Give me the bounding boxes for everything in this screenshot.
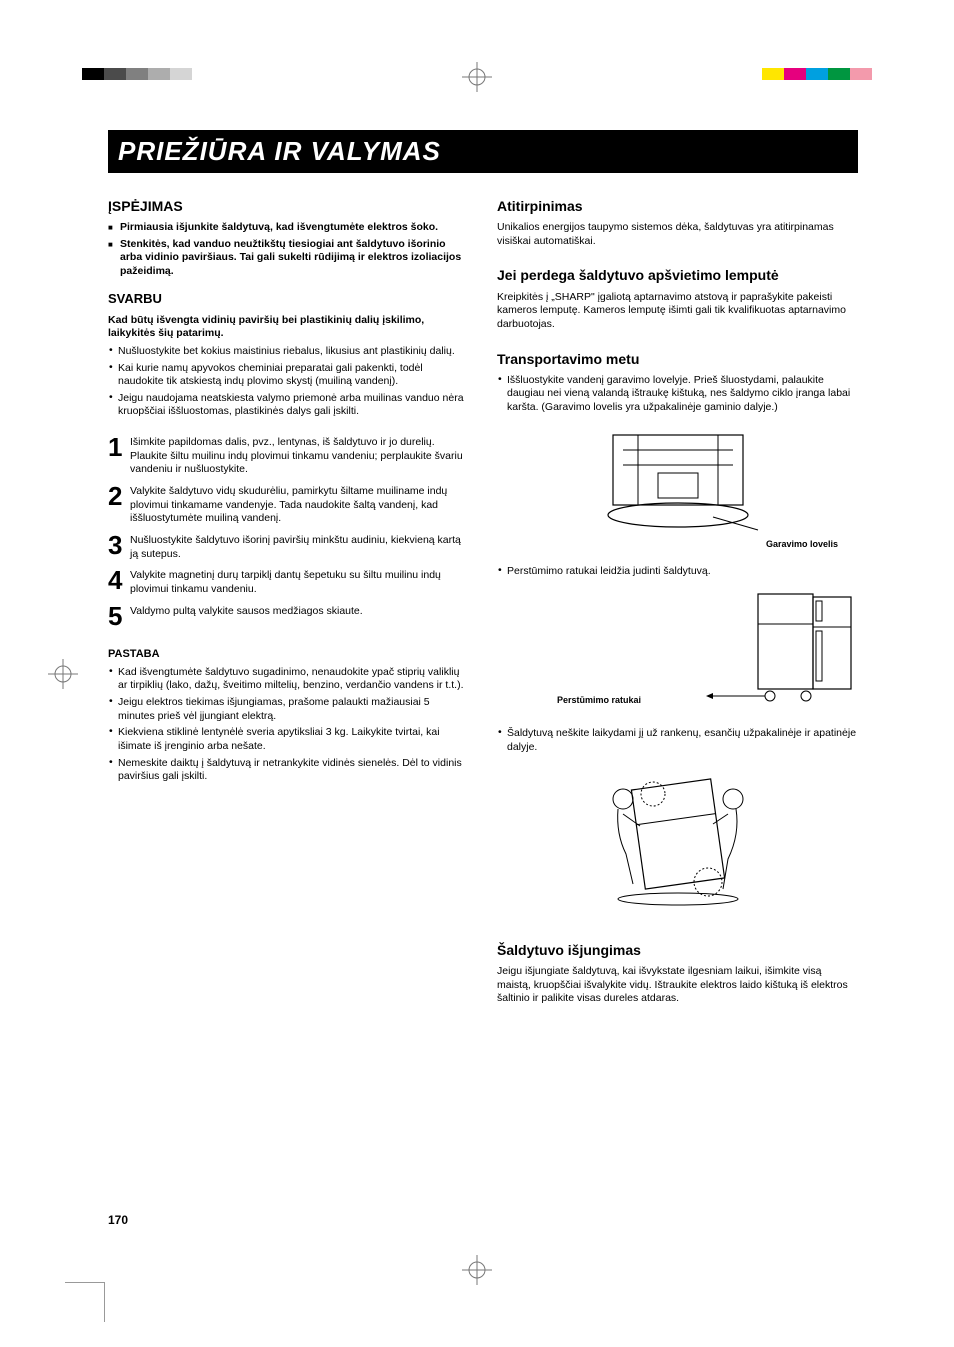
- transport-list: Perstūmimo ratukai leidžia judinti šaldy…: [497, 565, 858, 579]
- step-text: Valykite šaldytuvo vidų skudurėliu, pami…: [130, 483, 469, 526]
- step-number: 4: [108, 567, 130, 596]
- transport-list: Šaldytuvą neškite laikydami jį už ranken…: [497, 727, 858, 754]
- color-sq: [784, 68, 806, 80]
- warning-heading: ĮSPĖJIMAS: [108, 197, 469, 215]
- figure-label: Garavimo lovelis: [497, 539, 858, 551]
- note-item: Nemeskite daiktų į šaldytuvą ir netranky…: [108, 757, 469, 784]
- color-sq: [148, 68, 170, 80]
- warning-item: Stenkitės, kad vanduo neužtikštų tiesiog…: [108, 238, 469, 279]
- step-text: Išimkite papildomas dalis, pvz., lentyna…: [130, 434, 469, 477]
- registration-mark-icon: [462, 62, 492, 92]
- casters-figure: Perstūmimo ratukai: [497, 589, 858, 707]
- step-item: 2Valykite šaldytuvo vidų skudurėliu, pam…: [108, 483, 469, 526]
- warning-item: Pirmiausia išjunkite šaldytuvą, kad išve…: [108, 221, 469, 235]
- left-color-bar: [82, 68, 192, 80]
- step-item: 4Valykite magnetinį durų tarpiklį dantų …: [108, 567, 469, 596]
- step-number: 3: [108, 532, 130, 561]
- step-item: 3Nušluostykite šaldytuvo išorinį pavirši…: [108, 532, 469, 561]
- defrost-heading: Atitirpinimas: [497, 197, 858, 215]
- defrost-text: Unikalios energijos taupymo sistemos dėk…: [497, 221, 858, 248]
- transport-item: Iššluostykite vandenį garavimo lovelyje.…: [497, 374, 858, 415]
- switchoff-text: Jeigu išjungiate šaldytuvą, kai išvyksta…: [497, 965, 858, 1006]
- carry-figure: [497, 764, 858, 919]
- note-item: Kad išvengtumėte šaldytuvo sugadinimo, n…: [108, 666, 469, 693]
- color-sq: [762, 68, 784, 80]
- important-item: Kai kurie namų apyvokos cheminiai prepar…: [108, 362, 469, 389]
- step-text: Nušluostykite šaldytuvo išorinį paviršių…: [130, 532, 469, 561]
- color-sq: [126, 68, 148, 80]
- step-item: 5Valdymo pultą valykite sausos medžiagos…: [108, 603, 469, 629]
- lamp-heading: Jei perdega šaldytuvo apšvietimo lemputė: [497, 266, 858, 284]
- color-sq: [104, 68, 126, 80]
- transport-heading: Transportavimo metu: [497, 350, 858, 368]
- important-item: Nušluostykite bet kokius maistinius rieb…: [108, 345, 469, 359]
- transport-item: Perstūmimo ratukai leidžia judinti šaldy…: [497, 565, 858, 579]
- color-sq: [806, 68, 828, 80]
- transport-list: Iššluostykite vandenį garavimo lovelyje.…: [497, 374, 858, 415]
- important-item: Jeigu naudojama neatskiesta valymo priem…: [108, 392, 469, 419]
- registration-mark-icon: [48, 659, 78, 689]
- evaporation-tray-icon: [583, 425, 773, 535]
- title-bar: PRIEŽIŪRA IR VALYMAS: [108, 130, 858, 173]
- right-color-bar: [762, 68, 872, 80]
- important-list: Nušluostykite bet kokius maistinius rieb…: [108, 345, 469, 419]
- step-text: Valdymo pultą valykite sausos medžiagos …: [130, 603, 469, 629]
- document-page: PRIEŽIŪRA IR VALYMAS ĮSPĖJIMAS Pirmiausi…: [108, 130, 858, 1016]
- warning-list: Pirmiausia išjunkite šaldytuvą, kad išve…: [108, 221, 469, 279]
- color-sq: [850, 68, 872, 80]
- note-item: Jeigu elektros tiekimas išjungiamas, pra…: [108, 696, 469, 723]
- step-number: 5: [108, 603, 130, 629]
- page-number: 170: [108, 1213, 128, 1227]
- note-list: Kad išvengtumėte šaldytuvo sugadinimo, n…: [108, 666, 469, 784]
- note-heading: PASTABA: [108, 647, 469, 661]
- right-column: Atitirpinimas Unikalios energijos taupym…: [497, 193, 858, 1016]
- fridge-casters-icon: [698, 589, 858, 709]
- note-item: Kiekviena stiklinė lentynėlė sveria apyt…: [108, 726, 469, 753]
- crop-mark-icon: [65, 1282, 105, 1322]
- content-columns: ĮSPĖJIMAS Pirmiausia išjunkite šaldytuvą…: [108, 193, 858, 1016]
- color-sq: [170, 68, 192, 80]
- page-title: PRIEŽIŪRA IR VALYMAS: [118, 136, 848, 167]
- color-sq: [82, 68, 104, 80]
- numbered-steps: 1Išimkite papildomas dalis, pvz., lentyn…: [108, 434, 469, 628]
- registration-mark-icon: [462, 1255, 492, 1285]
- color-sq: [828, 68, 850, 80]
- evaporation-tray-figure: Garavimo lovelis: [497, 425, 858, 551]
- step-number: 1: [108, 434, 130, 477]
- important-intro: Kad būtų išvengta vidinių paviršių bei p…: [108, 314, 469, 341]
- step-text: Valykite magnetinį durų tarpiklį dantų š…: [130, 567, 469, 596]
- lamp-text: Kreipkitės į „SHARP" įgaliotą aptarnavim…: [497, 291, 858, 332]
- left-column: ĮSPĖJIMAS Pirmiausia išjunkite šaldytuvą…: [108, 193, 469, 1016]
- step-item: 1Išimkite papildomas dalis, pvz., lentyn…: [108, 434, 469, 477]
- carry-fridge-icon: [568, 764, 788, 914]
- step-number: 2: [108, 483, 130, 526]
- switchoff-heading: Šaldytuvo išjungimas: [497, 941, 858, 959]
- important-heading: SVARBU: [108, 291, 469, 308]
- transport-item: Šaldytuvą neškite laikydami jį už ranken…: [497, 727, 858, 754]
